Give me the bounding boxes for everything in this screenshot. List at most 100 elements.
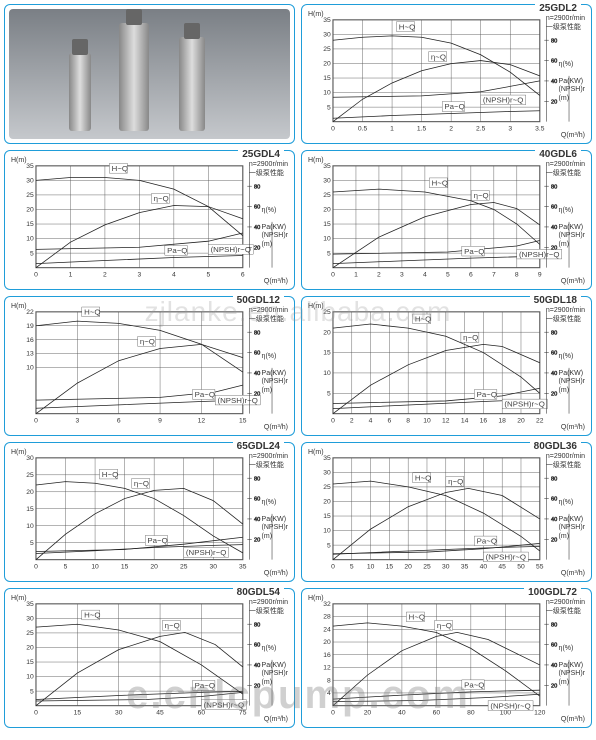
svg-text:2: 2 — [103, 271, 107, 278]
svg-text:30: 30 — [323, 178, 331, 185]
pump-silhouette — [179, 37, 205, 131]
svg-text:20: 20 — [364, 709, 372, 716]
svg-text:5: 5 — [30, 688, 34, 695]
x-axis-label: Q(m³/h) — [561, 716, 585, 723]
x-axis-label: Q(m³/h) — [561, 424, 585, 431]
svg-text:15: 15 — [26, 506, 34, 513]
y-axis-right-label: η(%)Pa(KW)(NPSH)r(m) — [559, 353, 585, 395]
chart-note: n=2900r/min一级泵性能 — [249, 307, 288, 324]
svg-text:16: 16 — [323, 652, 331, 659]
svg-text:12: 12 — [442, 417, 450, 424]
performance-chart: 015304560755101520253035H~Qη~QPa~Q(NPSH)… — [9, 593, 290, 723]
svg-text:24: 24 — [323, 627, 331, 634]
svg-text:10: 10 — [323, 528, 331, 535]
svg-text:80: 80 — [254, 330, 260, 336]
svg-text:15: 15 — [121, 563, 129, 570]
svg-text:28: 28 — [323, 614, 331, 621]
svg-text:η~Q: η~Q — [448, 477, 463, 486]
svg-text:10: 10 — [91, 563, 99, 570]
x-axis-label: Q(m³/h) — [264, 570, 288, 577]
performance-chart: 05101520253035404550555101520253035H~Qη~… — [306, 447, 587, 577]
svg-text:8: 8 — [515, 271, 519, 278]
svg-text:5: 5 — [327, 542, 331, 549]
svg-text:20: 20 — [551, 392, 557, 398]
svg-text:10: 10 — [26, 523, 34, 530]
svg-text:60: 60 — [254, 351, 260, 357]
svg-text:6: 6 — [117, 417, 121, 424]
chart-title: 65GDL24 — [233, 441, 284, 452]
performance-chart: 00.511.522.533.55101520253035H~Qη~QPa~Q(… — [306, 9, 587, 139]
svg-text:10: 10 — [367, 563, 375, 570]
chart-note: n=2900r/min一级泵性能 — [546, 15, 585, 32]
chart-note: n=2900r/min一级泵性能 — [249, 599, 288, 616]
chart-title: 100GDL72 — [524, 587, 581, 598]
svg-text:5: 5 — [64, 563, 68, 570]
svg-text:(NPSH)r~Q: (NPSH)r~Q — [483, 96, 523, 105]
svg-text:12: 12 — [323, 665, 331, 672]
svg-text:0: 0 — [331, 125, 335, 132]
chart-title: 40GDL6 — [535, 149, 581, 160]
svg-text:10: 10 — [323, 236, 331, 243]
svg-text:60: 60 — [551, 497, 557, 503]
svg-text:5: 5 — [327, 391, 331, 398]
y-axis-right-label: η(%)Pa(KW)(NPSH)r(m) — [262, 353, 288, 395]
svg-text:9: 9 — [538, 271, 542, 278]
svg-text:35: 35 — [323, 455, 331, 462]
y-axis-right-label: η(%)Pa(KW)(NPSH)r(m) — [559, 207, 585, 249]
svg-text:20: 20 — [26, 489, 34, 496]
y-axis-right-label: η(%)Pa(KW)(NPSH)r(m) — [559, 645, 585, 687]
svg-text:3: 3 — [75, 417, 79, 424]
svg-text:40: 40 — [254, 517, 260, 523]
svg-text:35: 35 — [323, 163, 331, 170]
svg-text:20: 20 — [323, 61, 331, 68]
pump-silhouette — [119, 23, 149, 131]
pump-product-photo — [9, 9, 290, 139]
y-axis-right-label: η(%)Pa(KW)(NPSH)r(m) — [559, 61, 585, 103]
svg-text:5: 5 — [30, 250, 34, 257]
svg-text:20: 20 — [551, 684, 557, 690]
svg-text:5: 5 — [206, 271, 210, 278]
pump-chart-cell: 50GDL180246810121416182022510152025H~Qη~… — [301, 296, 592, 436]
svg-text:80: 80 — [551, 330, 557, 336]
performance-chart: 01234567895101520253035H~Qη~QPa~Q(NPSH)r… — [306, 155, 587, 285]
svg-text:40: 40 — [480, 563, 488, 570]
svg-text:10: 10 — [26, 236, 34, 243]
svg-text:10: 10 — [423, 417, 431, 424]
performance-chart: 0510152025303551015202530H~Qη~QPa~Q(NPSH… — [9, 447, 290, 577]
chart-title: 25GDL4 — [238, 149, 284, 160]
svg-text:15: 15 — [26, 221, 34, 228]
svg-text:20: 20 — [254, 392, 260, 398]
svg-text:60: 60 — [551, 351, 557, 357]
svg-text:0: 0 — [34, 563, 38, 570]
svg-text:η~Q: η~Q — [154, 194, 169, 203]
svg-text:40: 40 — [551, 663, 557, 669]
svg-text:16: 16 — [26, 337, 34, 344]
svg-text:20: 20 — [26, 645, 34, 652]
svg-text:η~Q: η~Q — [165, 621, 180, 630]
y-axis-right-label: η(%)Pa(KW)(NPSH)r(m) — [262, 499, 288, 541]
svg-text:8: 8 — [406, 417, 410, 424]
pump-chart-cell: 80GDL36051015202530354045505551015202530… — [301, 442, 592, 582]
svg-text:60: 60 — [198, 709, 206, 716]
svg-text:6: 6 — [469, 271, 473, 278]
svg-text:15: 15 — [386, 563, 394, 570]
svg-text:20: 20 — [323, 207, 331, 214]
svg-text:20: 20 — [517, 417, 525, 424]
svg-text:40: 40 — [254, 371, 260, 377]
svg-text:(NPSH)r~Q: (NPSH)r~Q — [186, 548, 226, 557]
svg-text:40: 40 — [551, 225, 557, 231]
y-axis-left-label: H(m) — [11, 157, 27, 164]
y-axis-left-label: H(m) — [11, 595, 27, 602]
svg-text:80: 80 — [467, 709, 475, 716]
svg-text:25: 25 — [423, 563, 431, 570]
svg-text:2: 2 — [449, 125, 453, 132]
svg-text:35: 35 — [461, 563, 469, 570]
svg-text:80: 80 — [551, 622, 557, 628]
chart-title: 50GDL12 — [233, 295, 284, 306]
svg-text:(NPSH)r~Q: (NPSH)r~Q — [486, 553, 526, 562]
svg-text:1: 1 — [354, 271, 358, 278]
svg-text:60: 60 — [254, 497, 260, 503]
svg-text:22: 22 — [536, 417, 544, 424]
chart-grid: 25GDL200.511.522.533.55101520253035H~Qη~… — [0, 0, 596, 732]
svg-text:60: 60 — [551, 205, 557, 211]
